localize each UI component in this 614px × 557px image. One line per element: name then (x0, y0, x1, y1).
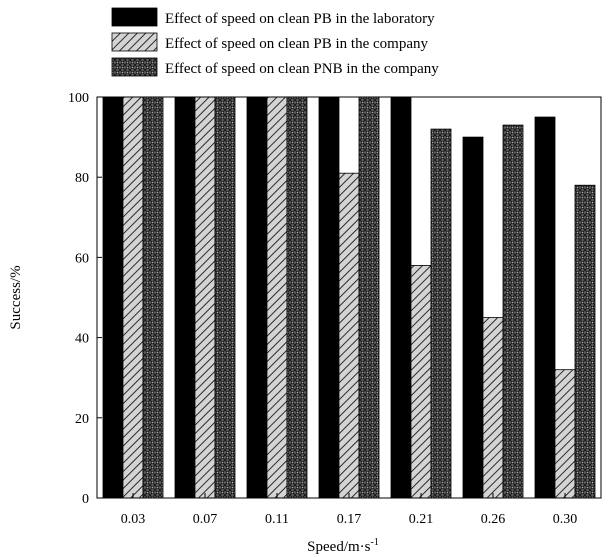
legend-swatch-2 (111, 32, 158, 52)
bar-series-2-0.30 (554, 369, 576, 499)
legend-label-1: Effect of speed on clean PB in the labor… (165, 11, 435, 27)
x-tick-label: 0.21 (409, 512, 434, 527)
x-axis-label: Speed/m·s-1 (307, 537, 379, 555)
bar-series-3-0.07 (214, 96, 236, 499)
bar-series-2-0.21 (410, 265, 432, 499)
x-tick-label: 0.07 (193, 512, 218, 527)
y-tick-label: 100 (68, 91, 89, 106)
legend-label-2: Effect of speed on clean PB in the compa… (165, 36, 428, 52)
bar-series-3-0.17 (358, 96, 380, 499)
y-tick-label: 0 (82, 492, 89, 507)
bar-series-3-0.11 (286, 96, 308, 499)
axes: 0 20 40 60 80 100 0.03 0.07 0.11 0.17 0.21 0.26 0.30… (8, 91, 602, 555)
bar-series-1-0.17 (318, 96, 340, 499)
plot-area (102, 96, 596, 499)
bar-series-2-0.26 (482, 317, 504, 499)
bar-series-2-0.07 (194, 96, 216, 499)
bar-series-2-0.11 (266, 96, 288, 499)
legend: Effect of speed on clean PB in the labor… (111, 7, 439, 77)
bar-series-2-0.03 (122, 96, 144, 499)
x-tick-label: 0.03 (121, 512, 146, 527)
y-axis-label: Success/% (8, 265, 24, 329)
legend-swatch-1 (111, 7, 158, 27)
y-tick-label: 80 (75, 171, 89, 186)
bar-series-1-0.07 (174, 96, 196, 499)
x-tick-label: 0.30 (553, 512, 578, 527)
x-tick-label: 0.11 (265, 512, 289, 527)
legend-label-3: Effect of speed on clean PNB in the comp… (165, 61, 439, 77)
bar-series-1-0.21 (390, 96, 412, 499)
x-tick-label: 0.26 (481, 512, 506, 527)
bar-series-1-0.30 (534, 116, 556, 499)
bar-series-3-0.21 (430, 128, 452, 499)
bar-series-1-0.11 (246, 96, 268, 499)
bar-series-1-0.26 (462, 136, 484, 499)
y-tick-label: 40 (75, 332, 89, 347)
x-tick-label: 0.17 (337, 512, 362, 527)
bar-series-1-0.03 (102, 96, 124, 499)
bar-series-3-0.26 (502, 124, 524, 499)
y-tick-label: 20 (75, 412, 89, 427)
bar-series-2-0.17 (338, 172, 360, 499)
y-tick-label: 60 (75, 251, 89, 266)
bar-series-3-0.03 (142, 96, 164, 499)
bar-series-3-0.30 (574, 184, 596, 499)
legend-swatch-3 (111, 57, 158, 77)
